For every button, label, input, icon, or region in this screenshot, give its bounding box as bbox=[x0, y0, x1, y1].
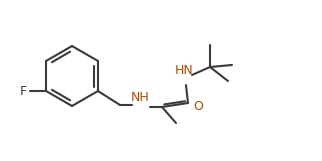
Text: O: O bbox=[193, 99, 203, 113]
Text: F: F bbox=[20, 85, 27, 98]
Text: HN: HN bbox=[175, 64, 193, 77]
Text: NH: NH bbox=[131, 91, 149, 104]
